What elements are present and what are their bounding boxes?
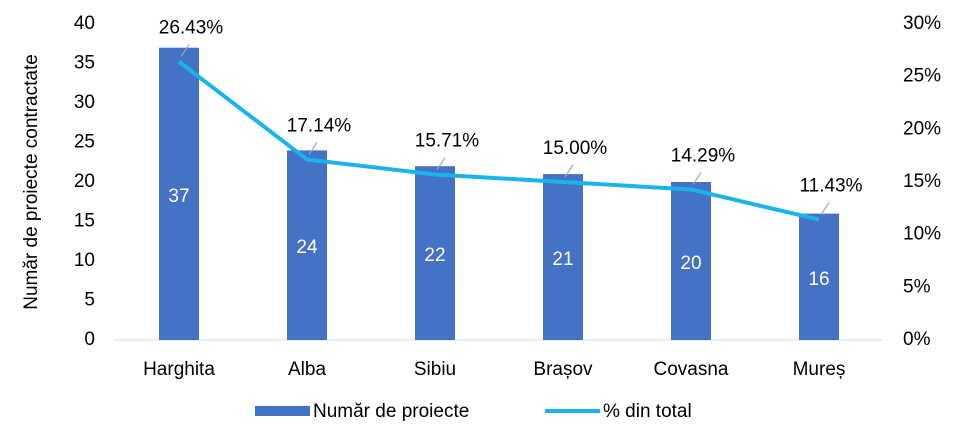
line-value-label: 26.43%: [159, 18, 224, 39]
y2-tick-label: 15%: [903, 171, 941, 192]
y2-tick-label: 10%: [903, 224, 941, 245]
line-value-label: 14.29%: [671, 145, 736, 166]
bar-value-label: 21: [552, 249, 573, 270]
y-tick-label: 5: [84, 290, 95, 311]
leader-line: [820, 202, 830, 215]
line-value-label: 15.71%: [415, 131, 480, 152]
y2-tick-label: 5%: [903, 276, 931, 297]
y-tick-label: 20: [74, 171, 95, 192]
bar-value-label: 24: [296, 237, 318, 258]
x-tick-label: Sibiu: [414, 359, 456, 380]
line-series: [177, 60, 820, 222]
legend-swatch: [255, 406, 310, 416]
legend-label: % din total: [603, 401, 692, 422]
y-tick-label: 25: [74, 132, 95, 153]
bar: [543, 174, 583, 340]
bar: [415, 166, 455, 340]
bar-value-label: 20: [680, 253, 701, 274]
x-tick-label: Alba: [288, 359, 326, 380]
leader-line: [692, 172, 702, 185]
line-value-label: 11.43%: [799, 176, 862, 197]
y-axis-title: Număr de proiecte contractate: [21, 54, 42, 310]
y-tick-label: 15: [74, 211, 95, 232]
y2-tick-label: 20%: [903, 118, 941, 139]
y2-tick-label: 25%: [903, 66, 941, 87]
y-tick-label: 35: [74, 53, 95, 74]
x-tick-label: Covasna: [654, 359, 729, 380]
legend-label: Număr de proiecte: [313, 401, 469, 422]
y2-tick-label: 30%: [903, 13, 941, 34]
bar: [799, 213, 839, 340]
bar: [671, 182, 711, 340]
leader-line: [564, 164, 574, 178]
line-value-label: 17.14%: [287, 115, 352, 136]
x-tick-label: Brașov: [533, 359, 593, 380]
leader-line: [436, 157, 446, 170]
x-tick-label: Mureș: [793, 359, 846, 380]
y-tick-label: 0: [84, 329, 95, 350]
bar: [287, 150, 327, 340]
y-tick-label: 40: [74, 13, 95, 34]
x-tick-label: Harghita: [143, 359, 215, 380]
leader-line: [308, 142, 318, 155]
y-tick-label: 30: [74, 92, 95, 113]
y2-tick-label: 0%: [903, 329, 931, 350]
y-tick-label: 10: [74, 250, 95, 271]
bar: [159, 47, 199, 340]
leader-line: [180, 44, 190, 57]
bar-value-label: 37: [168, 186, 189, 207]
bar-value-label: 22: [424, 245, 445, 266]
bar-value-label: 16: [808, 269, 829, 290]
line-value-label: 15.00%: [543, 138, 608, 159]
